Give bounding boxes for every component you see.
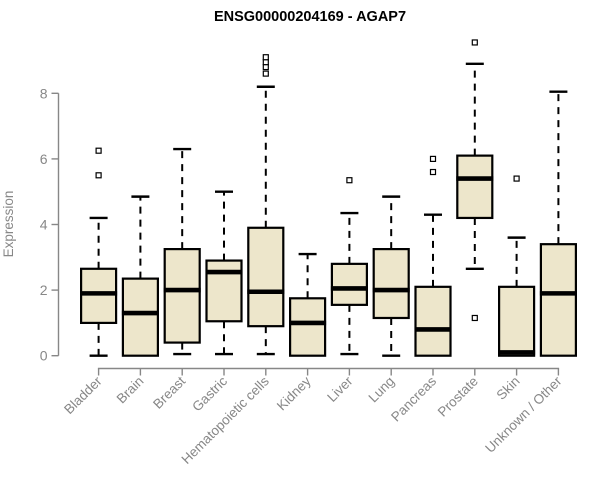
- box-rect: [539, 243, 578, 357]
- y-tick-label: 6: [40, 151, 48, 167]
- x-tick-label-gastric: Gastric: [189, 373, 230, 414]
- y-tick-label: 4: [40, 217, 48, 233]
- outlier-point: [429, 155, 437, 162]
- outlier-point: [429, 168, 437, 176]
- outlier-point: [95, 147, 102, 154]
- box-rect: [372, 248, 410, 320]
- boxplot-hematopoietic-cells: [247, 54, 285, 356]
- x-tick-label-breast: Breast: [150, 373, 188, 411]
- box-rect: [498, 285, 536, 357]
- y-tick-label: 0: [40, 348, 48, 364]
- box-rect: [414, 285, 452, 357]
- boxplot-prostate: [456, 39, 494, 322]
- y-tick-label: 2: [40, 282, 48, 298]
- outlier-point: [346, 177, 353, 184]
- boxplot-breast: [163, 147, 201, 356]
- outlier-point: [95, 172, 102, 179]
- y-axis-label: Expression: [1, 191, 16, 258]
- boxplot-gastric: [205, 190, 243, 356]
- boxplot-pancreas: [414, 155, 452, 357]
- outlier-point: [262, 59, 269, 66]
- x-tick-label-skin: Skin: [494, 374, 523, 403]
- y-axis: 0 2 4 6 8: [40, 85, 60, 364]
- boxplot-skin: [498, 175, 536, 357]
- box-rect: [456, 154, 494, 220]
- x-tick-label-brain: Brain: [114, 374, 147, 407]
- outlier-point: [262, 54, 269, 61]
- chart-title: ENSG00000204169 - AGAP7: [214, 9, 406, 25]
- boxplot-kidney: [289, 252, 327, 357]
- box-rect: [205, 259, 243, 323]
- y-tick-label: 8: [40, 85, 48, 101]
- box-rect: [330, 262, 368, 306]
- x-tick-label-unknown-other: Unknown / Other: [482, 373, 565, 456]
- box-rect: [289, 297, 327, 357]
- boxplot-series: [79, 39, 578, 357]
- x-tick-label-liver: Liver: [324, 373, 356, 405]
- boxplot-brain: [121, 195, 160, 357]
- boxplot-unknown-other: [539, 90, 578, 357]
- outlier-point: [262, 70, 269, 77]
- box-rect: [121, 277, 160, 357]
- outlier-point: [513, 175, 520, 182]
- outlier-point: [262, 63, 269, 71]
- x-tick-label-kidney: Kidney: [274, 373, 314, 413]
- outlier-point: [471, 314, 478, 322]
- box-rect: [163, 248, 201, 344]
- x-tick-label-lung: Lung: [365, 374, 397, 406]
- boxplot-bladder: [79, 147, 118, 357]
- box-rect: [79, 267, 118, 324]
- x-tick-label-bladder: Bladder: [61, 373, 105, 417]
- boxplot-liver: [330, 177, 368, 356]
- boxplot-lung: [372, 195, 410, 357]
- x-tick-label-pancreas: Pancreas: [388, 373, 439, 424]
- box-rect: [247, 226, 285, 328]
- outlier-point: [471, 39, 478, 46]
- x-tick-label-prostate: Prostate: [435, 374, 481, 420]
